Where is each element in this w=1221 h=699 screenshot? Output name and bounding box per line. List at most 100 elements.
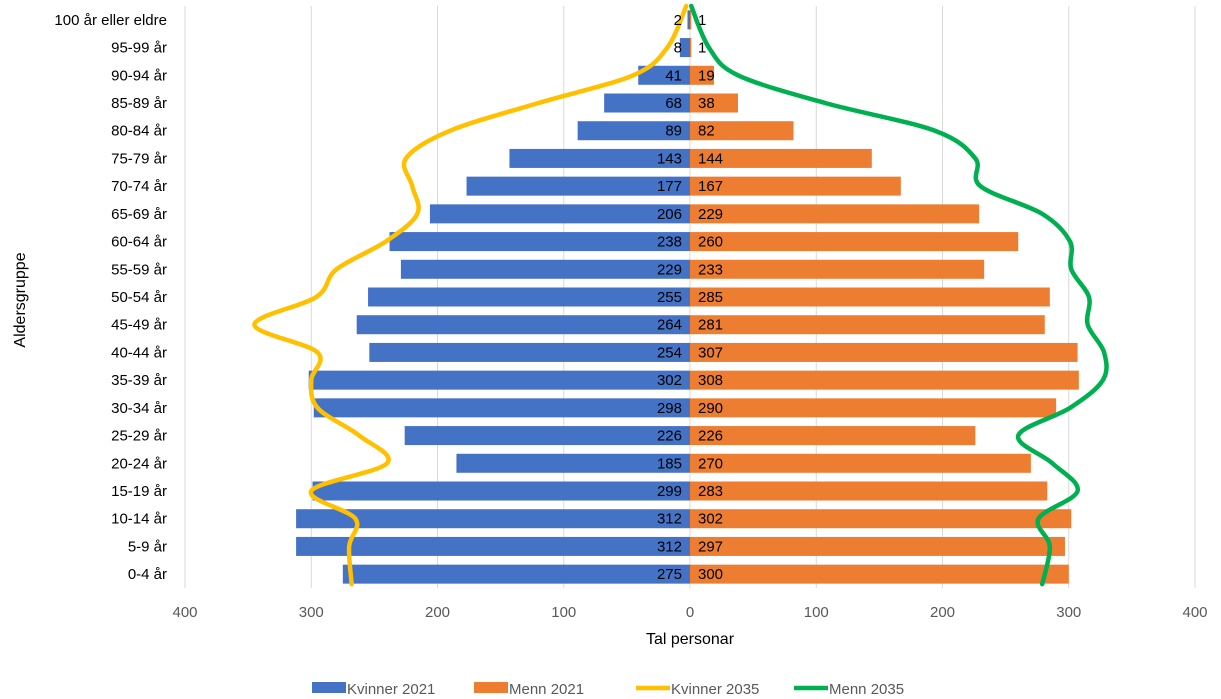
- bar-menn-2021: [690, 287, 1050, 307]
- bar-kvinner-2021: [509, 148, 690, 168]
- data-label: 68: [665, 95, 682, 112]
- category-label: 95-99 år: [111, 40, 167, 57]
- bar-menn-2021: [690, 65, 714, 85]
- legend-item: Kvinner 2035: [636, 681, 759, 698]
- y-axis-label: Aldersgruppe: [12, 252, 29, 347]
- category-label: 5-9 år: [128, 538, 167, 555]
- bar-menn-2021: [690, 536, 1065, 556]
- category-label: 50-54 år: [111, 289, 167, 306]
- x-tick-labels: 400 300 200 100 0 100 200 300 400: [172, 604, 1207, 621]
- category-label: 40-44 år: [111, 344, 167, 361]
- bar-menn-2021: [690, 232, 1019, 252]
- legend-label: Menn 2035: [829, 681, 904, 698]
- bar-menn-2021: [690, 509, 1072, 529]
- bar-kvinner-2021: [342, 564, 690, 584]
- data-label: 312: [657, 511, 682, 528]
- data-label: 308: [698, 372, 723, 389]
- bar-menn-2021: [690, 121, 794, 141]
- category-label: 25-29 år: [111, 428, 167, 445]
- line-menn-2035: [689, 3, 1109, 587]
- data-label: 255: [657, 289, 682, 306]
- data-label: 226: [698, 428, 723, 445]
- legend-label: Kvinner 2021: [347, 681, 435, 698]
- data-label: 312: [657, 538, 682, 555]
- bar-kvinner-2021: [296, 536, 690, 556]
- bar-kvinner-2021: [466, 176, 690, 196]
- bar-kvinner-2021: [429, 204, 690, 224]
- bar-kvinner-2021: [577, 121, 690, 141]
- data-label: 233: [698, 261, 723, 278]
- data-label: 2: [674, 12, 682, 29]
- x-tick-label: 200: [425, 604, 450, 621]
- data-label: 185: [657, 455, 682, 472]
- bar-menn-2021: [690, 259, 985, 279]
- x-tick-label: 0: [686, 604, 694, 621]
- bar-kvinner-2021: [400, 259, 690, 279]
- bar-kvinner-2021: [313, 398, 690, 418]
- legend-label: Menn 2021: [509, 681, 584, 698]
- bar-kvinner-2021: [456, 453, 690, 473]
- bar-menn-2021: [690, 426, 976, 446]
- x-tick-label: 400: [1182, 604, 1207, 621]
- data-label: 283: [698, 483, 723, 500]
- bar-menn-2021: [690, 38, 692, 58]
- data-label: 238: [657, 234, 682, 251]
- data-label: 82: [698, 123, 715, 140]
- category-label: 75-79 år: [111, 150, 167, 167]
- category-label: 70-74 år: [111, 178, 167, 195]
- bar-menn-2021: [690, 564, 1069, 584]
- category-label: 20-24 år: [111, 455, 167, 472]
- data-label: 285: [698, 289, 723, 306]
- data-label: 144: [698, 150, 723, 167]
- bar-menn-2021: [690, 93, 738, 113]
- data-label: 302: [698, 511, 723, 528]
- bar-kvinner-2021: [638, 65, 690, 85]
- data-label: 307: [698, 344, 723, 361]
- data-label: 264: [657, 317, 682, 334]
- data-label: 300: [698, 566, 723, 583]
- x-tick-label: 300: [299, 604, 324, 621]
- legend-item: Menn 2021: [474, 681, 584, 698]
- category-labels: 0-4 år 5-9 år 10-14 år 15-19 år 20-24 år 25-2…: [54, 12, 167, 583]
- bar-kvinner-2021: [604, 93, 690, 113]
- data-label: 41: [665, 67, 682, 84]
- bar-kvinner-2021: [679, 38, 690, 58]
- data-label: 290: [698, 400, 723, 417]
- bar-menn-2021: [690, 453, 1031, 473]
- bar-kvinner-2021: [389, 232, 690, 252]
- legend-item: Kvinner 2021: [312, 681, 435, 698]
- legend-item: Menn 2035: [794, 681, 904, 698]
- data-labels: 2753123122991852262983022542642552292382…: [657, 12, 723, 583]
- data-label: 226: [657, 428, 682, 445]
- bar-kvinner-2021: [369, 342, 690, 362]
- x-tick-label: 100: [551, 604, 576, 621]
- legend-swatch: [312, 682, 346, 693]
- legend-swatch: [474, 682, 508, 693]
- data-label: 254: [657, 344, 682, 361]
- bar-kvinner-2021: [368, 287, 690, 307]
- data-label: 1: [698, 40, 706, 57]
- bar-kvinner-2021: [308, 370, 690, 390]
- bar-menn-2021: [690, 342, 1078, 362]
- category-label: 90-94 år: [111, 67, 167, 84]
- bar-menn-2021: [690, 148, 872, 168]
- x-tick-label: 300: [1056, 604, 1081, 621]
- bars: [296, 10, 1079, 584]
- data-label: 19: [698, 67, 715, 84]
- data-label: 1: [698, 12, 706, 29]
- category-label: 15-19 år: [111, 483, 167, 500]
- category-label: 55-59 år: [111, 261, 167, 278]
- bar-menn-2021: [690, 370, 1079, 390]
- data-label: 275: [657, 566, 682, 583]
- category-label: 0-4 år: [128, 566, 167, 583]
- category-label: 100 år eller eldre: [54, 12, 167, 29]
- data-label: 89: [665, 123, 682, 140]
- data-label: 302: [657, 372, 682, 389]
- data-label: 298: [657, 400, 682, 417]
- bar-menn-2021: [690, 481, 1048, 501]
- data-label: 177: [657, 178, 682, 195]
- legend: Kvinner 2021 Menn 2021 Kvinner 2035 Menn 20…: [312, 681, 904, 698]
- data-label: 206: [657, 206, 682, 223]
- category-label: 35-39 år: [111, 372, 167, 389]
